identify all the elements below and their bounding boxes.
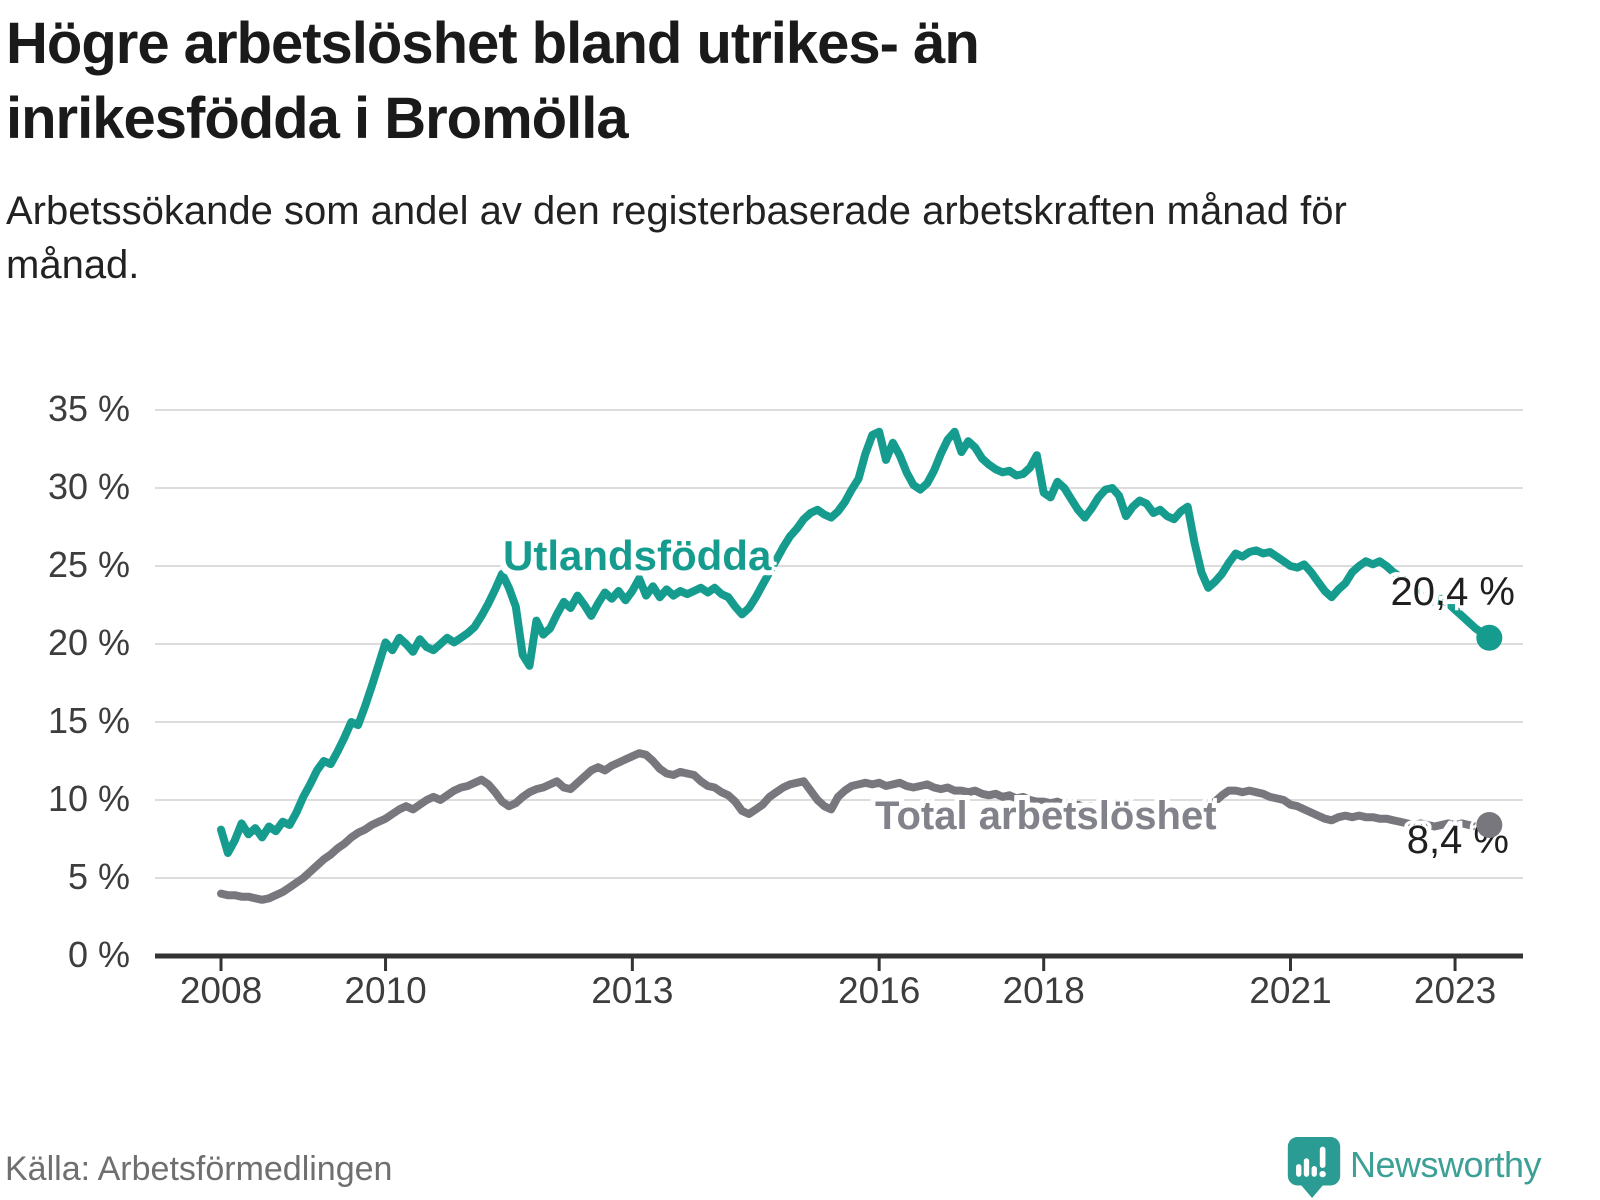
page-subtitle: Arbetssökande som andel av den registerb… <box>6 189 1347 287</box>
series-label-utlandsfodda: Utlandsfödda <box>503 532 772 579</box>
series-line <box>217 427 1494 857</box>
newsworthy-logo-icon <box>1287 1136 1341 1199</box>
series-label-total-arbetsloshet: Total arbetslöshet <box>875 794 1217 838</box>
y-axis-tick-label: 20 % <box>47 622 130 663</box>
page-title: Högre arbetslöshet bland utrikes- än inr… <box>6 11 980 152</box>
newsworthy-logo-text: Newsworthy <box>1350 1144 1542 1185</box>
x-axis-tick-label: 2008 <box>179 970 263 1011</box>
series-end-dot <box>1476 811 1503 838</box>
newsworthy-logo: Newsworthy <box>1286 1136 1596 1200</box>
x-axis-tick-label: 2013 <box>591 970 674 1011</box>
y-axis-tick-label: 10 % <box>47 778 130 819</box>
end-value-label-utlandsfodda: 20,4 % <box>1390 570 1515 614</box>
y-axis-tick-label: 15 % <box>47 700 130 741</box>
y-axis-tick-label: 35 % <box>47 388 130 429</box>
x-axis-tick-label: 2016 <box>838 970 921 1011</box>
y-axis-tick-label: 5 % <box>67 856 130 897</box>
y-axis-tick-label: 25 % <box>47 544 130 585</box>
series-end-dot <box>1476 624 1503 651</box>
y-axis-tick-label: 0 % <box>67 934 130 975</box>
series-line <box>217 749 1494 904</box>
y-axis-tick-label: 30 % <box>47 466 130 507</box>
x-axis-tick-label: 2010 <box>344 970 427 1011</box>
source-note: Källa: Arbetsförmedlingen <box>5 1150 393 1188</box>
x-axis-tick-label: 2021 <box>1249 970 1332 1011</box>
x-axis-tick-label: 2023 <box>1413 970 1497 1011</box>
x-axis-tick-label: 2018 <box>1002 970 1085 1011</box>
